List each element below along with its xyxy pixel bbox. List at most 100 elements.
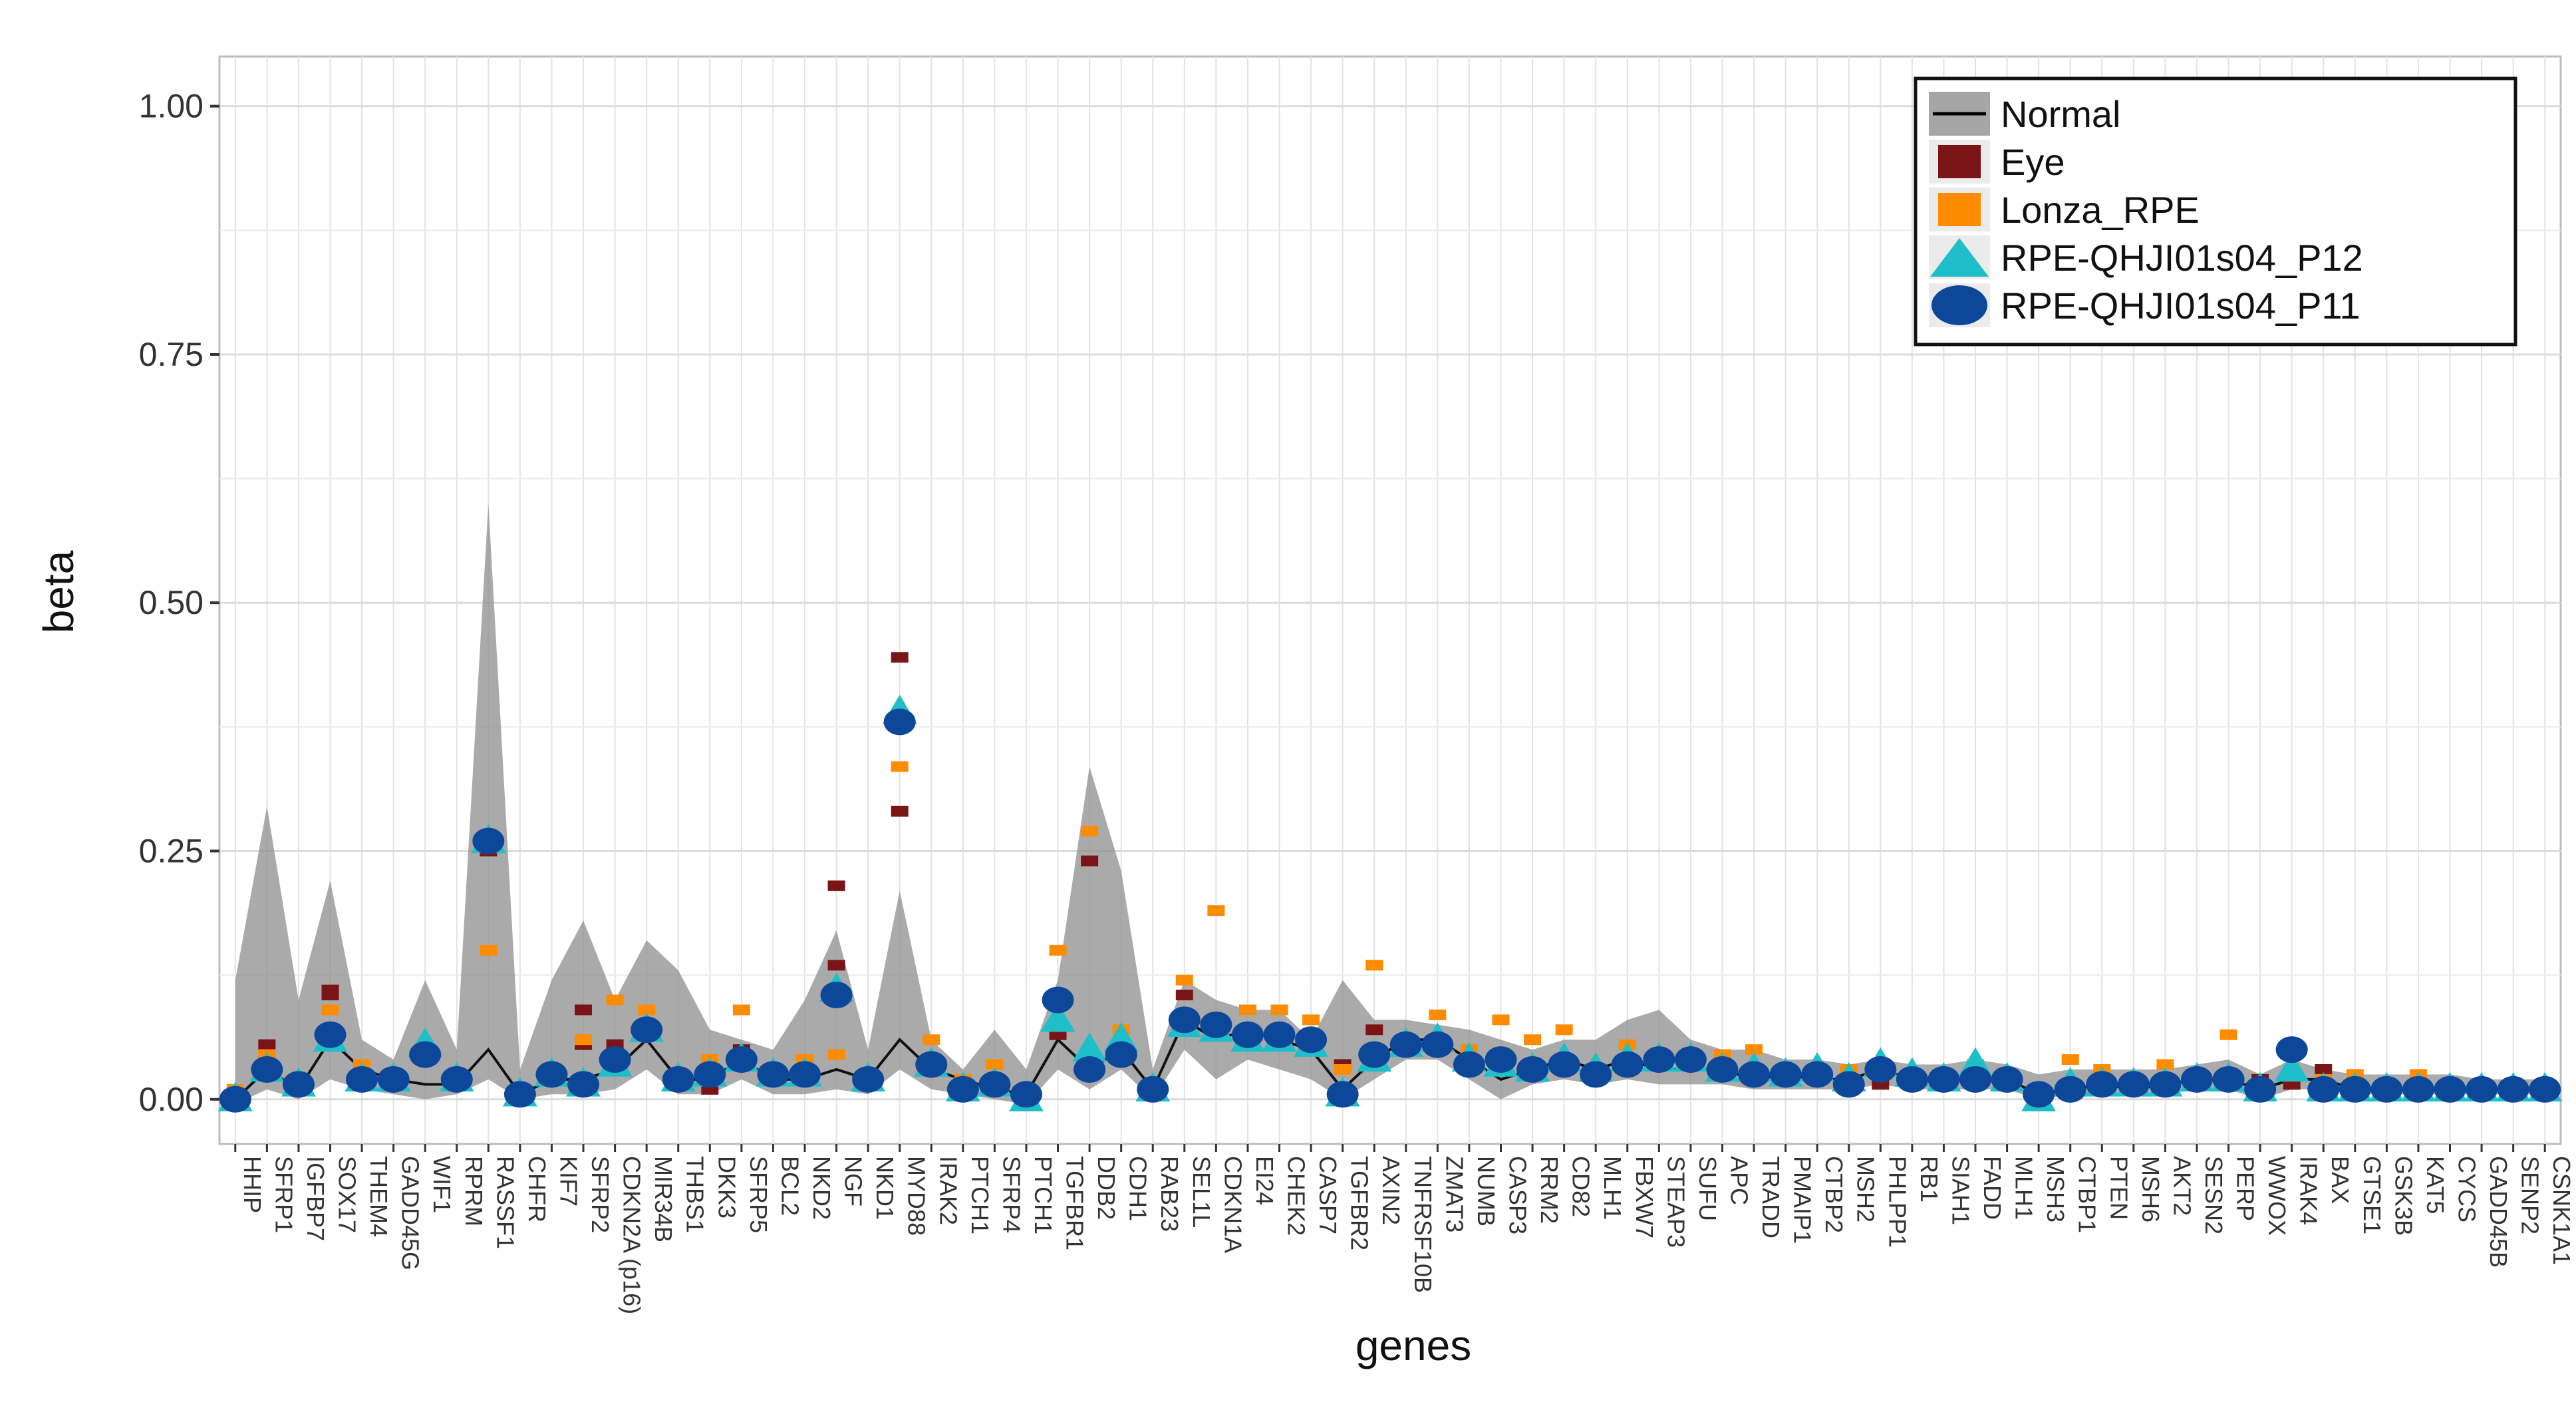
point-rpe-qhji01s04-p11: [1769, 1061, 1802, 1088]
x-tick-label: IRAK4: [2295, 1156, 2323, 1225]
x-tick-label: DDB2: [1093, 1156, 1120, 1220]
x-tick-label: CDH1: [1125, 1156, 1152, 1221]
x-tick-label: TGFBR1: [1062, 1156, 1089, 1250]
x-tick-label: SOX17: [334, 1156, 361, 1233]
point-lonza-rpe: [2156, 1059, 2174, 1070]
point-rpe-qhji01s04-p11: [1928, 1065, 1960, 1093]
point-lonza-rpe: [1334, 1064, 1352, 1075]
point-rpe-qhji01s04-p11: [2086, 1071, 2118, 1098]
x-tick-label: SFRP2: [587, 1156, 614, 1233]
point-rpe-qhji01s04-p11: [1453, 1051, 1485, 1078]
x-tick-label: FBXW7: [1631, 1156, 1658, 1238]
point-rpe-qhji01s04-p11: [1263, 1021, 1296, 1048]
point-rpe-qhji01s04-p11: [1105, 1041, 1137, 1068]
x-tick-label: THEM4: [365, 1156, 392, 1237]
point-rpe-qhji01s04-p11: [1801, 1061, 1834, 1088]
point-rpe-qhji01s04-p11: [346, 1065, 378, 1093]
point-lonza-rpe: [2061, 1054, 2079, 1065]
x-tick-label: CTBP1: [2074, 1156, 2101, 1233]
x-tick-label: CDKN1A: [1219, 1156, 1246, 1253]
point-rpe-qhji01s04-p11: [1326, 1081, 1359, 1108]
point-rpe-qhji01s04-p11: [2434, 1075, 2466, 1103]
point-eye: [891, 652, 909, 663]
x-tick-label: MSH3: [2042, 1156, 2069, 1222]
x-tick-label: PHLPP1: [1884, 1156, 1911, 1248]
point-rpe-qhji01s04-p11: [377, 1065, 410, 1093]
point-rpe-qhji01s04-p11: [789, 1061, 821, 1088]
point-rpe-qhji01s04-p11: [599, 1046, 631, 1073]
point-rpe-qhji01s04-p11: [2497, 1075, 2529, 1103]
point-rpe-qhji01s04-p11: [472, 827, 505, 855]
y-tick-label: 1.00: [139, 88, 204, 125]
point-rpe-qhji01s04-p11: [1010, 1081, 1042, 1108]
point-lonza-rpe: [1524, 1034, 1542, 1046]
point-lonza-rpe: [1745, 1044, 1763, 1056]
normal-range-area: [235, 503, 2545, 1105]
point-rpe-qhji01s04-p11: [2370, 1075, 2403, 1103]
x-tick-label: PMAIP1: [1789, 1156, 1816, 1244]
point-rpe-qhji01s04-p11: [219, 1085, 251, 1113]
x-tick-label: PTCH1: [966, 1156, 994, 1234]
point-eye: [827, 880, 845, 891]
x-tick-label: IGFBP7: [302, 1156, 329, 1241]
point-rpe-qhji01s04-p12: [1040, 1002, 1075, 1032]
point-rpe-qhji01s04-p11: [567, 1071, 600, 1098]
point-rpe-qhji01s04-p11: [1643, 1046, 1675, 1073]
y-tick-label: 0.50: [139, 584, 204, 621]
x-tick-label: SIAH1: [1947, 1156, 1974, 1225]
point-rpe-qhji01s04-p11: [631, 1016, 663, 1044]
x-tick-label: MSH2: [1852, 1156, 1880, 1222]
x-tick-label: CASP7: [1314, 1156, 1342, 1234]
x-tick-label: RRM2: [1536, 1156, 1563, 1224]
x-tick-label: CTBP2: [1820, 1156, 1848, 1233]
legend-box: [1914, 76, 2517, 347]
x-tick-label: EI24: [1251, 1156, 1278, 1205]
x-tick-label: CYCS: [2454, 1156, 2481, 1222]
point-lonza-rpe: [1429, 1009, 1447, 1020]
point-lonza-rpe: [1081, 825, 1099, 837]
point-lonza-rpe: [1302, 1014, 1320, 1026]
x-tick-label: ZMAT3: [1441, 1156, 1468, 1232]
data-marks: [217, 652, 2563, 1113]
x-tick-label: CASP3: [1504, 1156, 1532, 1234]
x-tick-label: THBS1: [682, 1156, 709, 1233]
point-rpe-qhji01s04-p11: [978, 1071, 1011, 1098]
point-lonza-rpe: [891, 761, 909, 772]
x-tick-label: CSNK1A1: [2548, 1156, 2575, 1265]
point-eye: [1175, 990, 1193, 1001]
point-lonza-rpe: [827, 1049, 845, 1060]
point-rpe-qhji01s04-p11: [946, 1075, 979, 1103]
point-lonza-rpe: [732, 1004, 750, 1016]
point-rpe-qhji01s04-p11: [2180, 1065, 2213, 1093]
point-rpe-qhji01s04-p11: [1896, 1065, 1928, 1093]
x-tick-label: TRADD: [1757, 1156, 1785, 1238]
x-tick-label: MIR34B: [650, 1156, 677, 1242]
x-tick-label: NGF: [840, 1156, 867, 1206]
x-tick-label: RPRM: [460, 1156, 488, 1226]
point-rpe-qhji01s04-p11: [2275, 1036, 2308, 1063]
x-tick-label: CDKN2A (p16): [619, 1156, 646, 1314]
point-rpe-qhji01s04-p11: [1674, 1046, 1707, 1073]
point-rpe-qhji01s04-p11: [503, 1081, 536, 1108]
x-tick-label: SFRP4: [998, 1156, 1025, 1233]
legend-label: Lonza_RPE: [2001, 189, 2200, 231]
x-tick-label: RASSF1: [492, 1156, 519, 1249]
point-rpe-qhji01s04-p11: [694, 1061, 726, 1088]
legend-label: RPE-QHJI01s04_P11: [2001, 285, 2361, 327]
point-rpe-qhji01s04-p11: [1516, 1056, 1549, 1083]
point-lonza-rpe: [1238, 1004, 1256, 1016]
point-rpe-qhji01s04-p11: [1485, 1046, 1517, 1073]
y-axis: 0.00 0.25 0.50 0.75 1.00: [139, 88, 219, 1118]
x-tick-label: TGFBR2: [1346, 1156, 1373, 1250]
x-tick-label: CD82: [1568, 1156, 1595, 1217]
y-tick-label: 0.25: [139, 833, 204, 870]
point-eye: [258, 1039, 276, 1050]
point-rpe-qhji01s04-p11: [2023, 1081, 2055, 1108]
point-rpe-qhji01s04-p11: [2339, 1075, 2371, 1103]
point-rpe-qhji01s04-p11: [1959, 1065, 1991, 1093]
x-tick-label: SESN2: [2200, 1156, 2227, 1234]
point-rpe-qhji01s04-p11: [1991, 1065, 2023, 1093]
legend-key-triangle: [1930, 238, 1989, 277]
x-tick-label: PERP: [2232, 1156, 2259, 1221]
point-rpe-qhji01s04-p11: [440, 1065, 473, 1093]
